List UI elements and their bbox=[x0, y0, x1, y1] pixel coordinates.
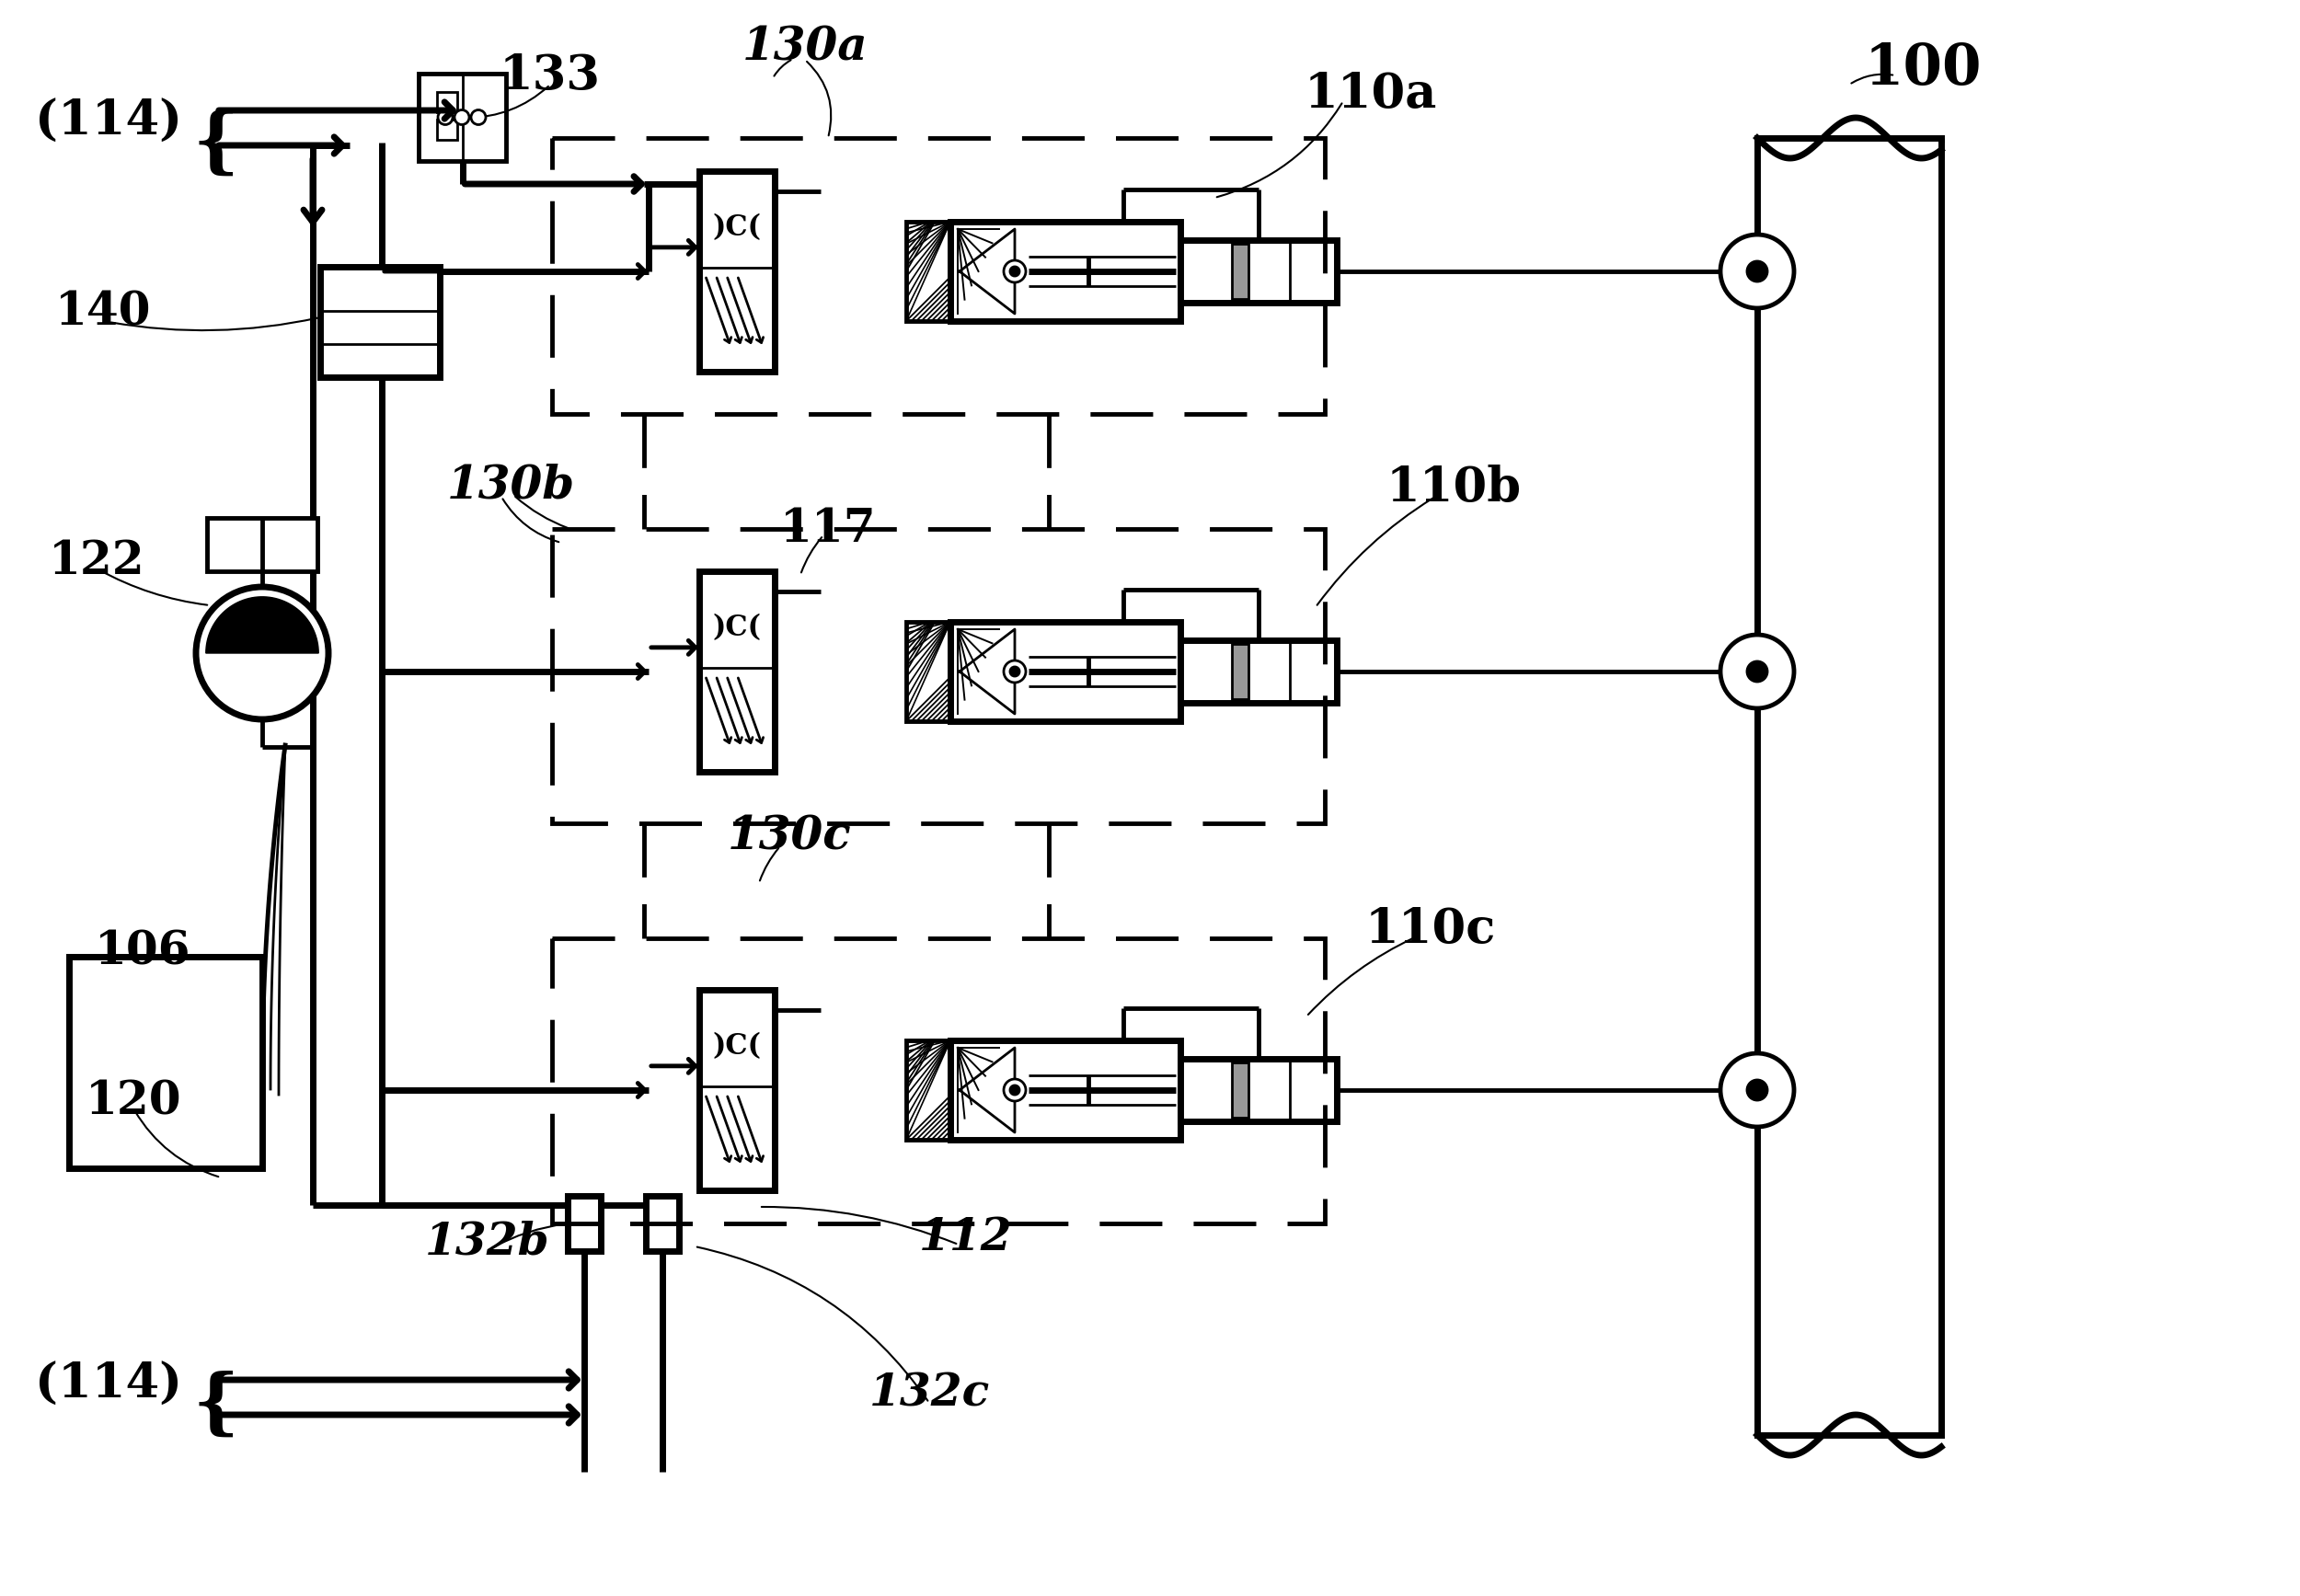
Text: (114): (114) bbox=[34, 97, 182, 145]
Bar bbox=[1180, 640, 1336, 702]
Circle shape bbox=[1748, 262, 1766, 281]
Text: 117: 117 bbox=[780, 506, 876, 552]
Bar bbox=[699, 171, 775, 372]
Circle shape bbox=[1003, 1079, 1026, 1101]
Text: 122: 122 bbox=[48, 538, 145, 584]
Bar bbox=[646, 1195, 678, 1251]
Bar bbox=[419, 73, 506, 161]
Bar bbox=[552, 938, 1325, 1224]
Circle shape bbox=[1003, 260, 1026, 282]
Bar bbox=[552, 528, 1325, 824]
Bar bbox=[1180, 239, 1336, 303]
Text: 130c: 130c bbox=[727, 814, 851, 860]
Circle shape bbox=[1720, 1053, 1794, 1127]
Bar bbox=[320, 267, 439, 377]
Bar bbox=[950, 622, 1180, 721]
Bar bbox=[906, 222, 950, 321]
Text: 110c: 110c bbox=[1366, 905, 1495, 953]
Bar bbox=[437, 93, 458, 112]
Text: 106: 106 bbox=[94, 929, 191, 975]
Text: {: { bbox=[193, 110, 239, 179]
Polygon shape bbox=[207, 597, 317, 653]
Text: 130a: 130a bbox=[743, 26, 867, 70]
Bar bbox=[906, 1041, 950, 1140]
Text: 110a: 110a bbox=[1304, 70, 1438, 117]
Text: 132c: 132c bbox=[869, 1373, 989, 1416]
Text: (114): (114) bbox=[34, 1361, 182, 1408]
Circle shape bbox=[472, 110, 485, 124]
Bar bbox=[699, 571, 775, 772]
Circle shape bbox=[437, 110, 453, 124]
Text: 133: 133 bbox=[499, 53, 600, 99]
Bar bbox=[1180, 1058, 1336, 1122]
Text: 120: 120 bbox=[85, 1079, 182, 1125]
Bar bbox=[1230, 1063, 1249, 1117]
Circle shape bbox=[1720, 235, 1794, 308]
Text: 112: 112 bbox=[920, 1216, 1012, 1259]
Circle shape bbox=[1748, 1080, 1766, 1100]
Circle shape bbox=[1720, 635, 1794, 709]
Circle shape bbox=[1012, 268, 1019, 275]
Circle shape bbox=[1012, 1087, 1019, 1093]
Circle shape bbox=[1003, 661, 1026, 683]
Circle shape bbox=[1012, 667, 1019, 675]
Bar bbox=[437, 120, 458, 140]
Text: 140: 140 bbox=[55, 290, 152, 335]
Bar bbox=[1230, 244, 1249, 298]
Bar bbox=[552, 137, 1325, 413]
Text: 110b: 110b bbox=[1387, 464, 1520, 511]
Circle shape bbox=[1748, 662, 1766, 681]
Circle shape bbox=[455, 110, 469, 124]
Bar bbox=[69, 956, 262, 1168]
Circle shape bbox=[196, 587, 329, 720]
Bar bbox=[1230, 643, 1249, 699]
Bar bbox=[1757, 137, 1941, 1435]
Bar bbox=[950, 222, 1180, 321]
Bar bbox=[950, 1041, 1180, 1140]
Text: )C(: )C( bbox=[713, 212, 761, 241]
Bar bbox=[568, 1195, 600, 1251]
Text: )C(: )C( bbox=[713, 613, 761, 642]
Text: 130b: 130b bbox=[446, 463, 575, 508]
Bar bbox=[699, 990, 775, 1191]
Text: 100: 100 bbox=[1863, 41, 1983, 97]
Text: {: { bbox=[193, 1371, 239, 1441]
Text: )C(: )C( bbox=[713, 1031, 761, 1060]
Bar bbox=[906, 622, 950, 721]
Bar bbox=[207, 517, 317, 571]
Text: 132b: 132b bbox=[426, 1221, 550, 1264]
